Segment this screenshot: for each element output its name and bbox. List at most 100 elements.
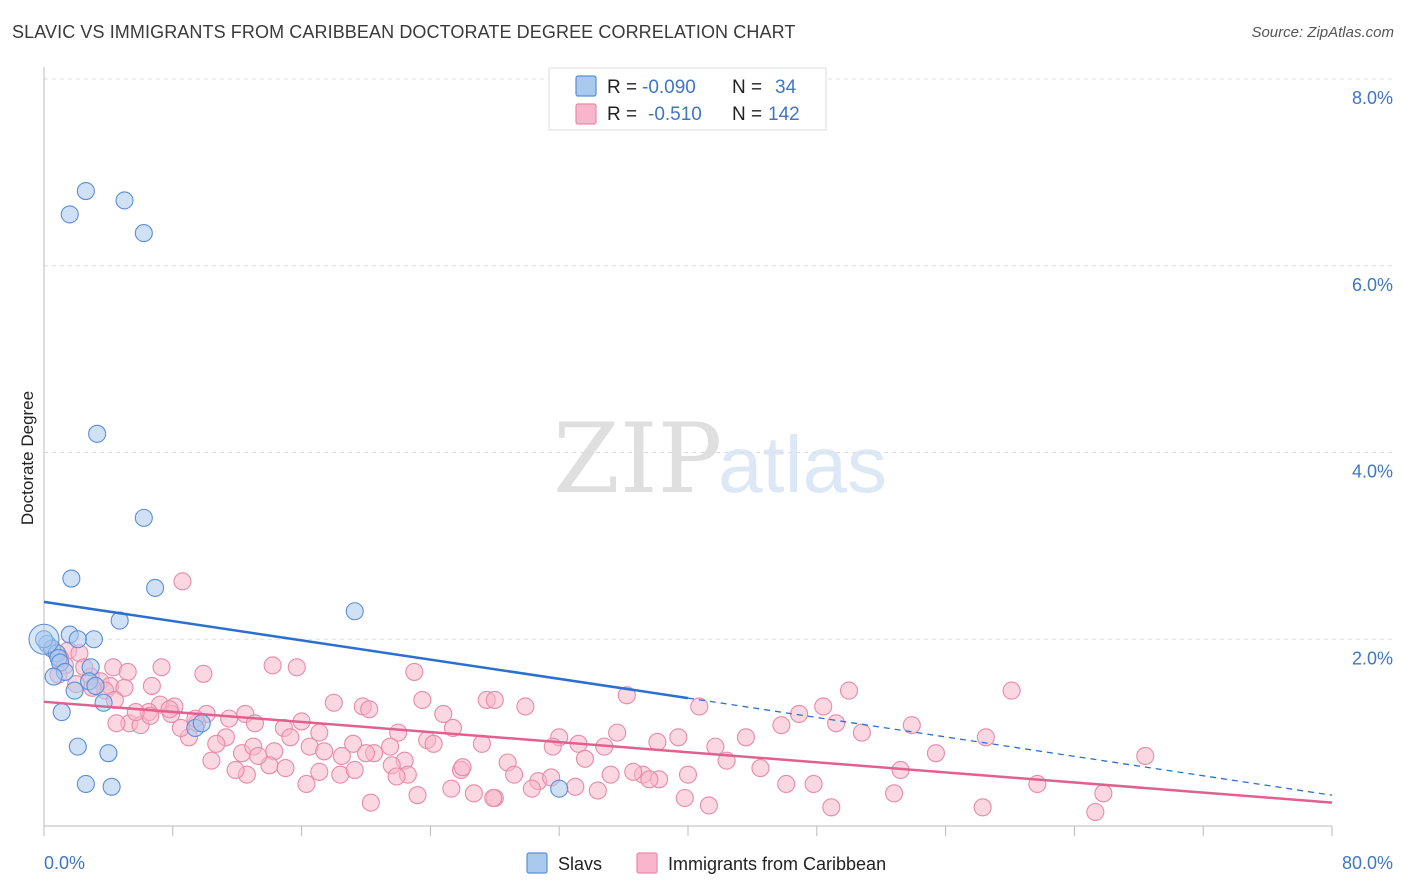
caribbean-point-52: [736, 728, 756, 747]
series-legend: Slavs Immigrants from Caribbean: [526, 852, 886, 874]
caribbean-point-99: [356, 744, 376, 763]
x-tick-label-max: 80.0%: [1342, 853, 1393, 873]
caribbean-point-82: [472, 734, 491, 753]
caribbean-point-54: [790, 704, 809, 724]
caribbean-point-10: [287, 658, 306, 677]
slavs-point-33: [34, 630, 54, 649]
caribbean-point-46: [608, 723, 627, 742]
caribbean-point-56: [827, 714, 846, 733]
stats-legend-r-label-slavs: R =: [607, 77, 637, 98]
caribbean-point-38: [434, 704, 453, 724]
caribbean-point-41: [485, 690, 504, 709]
caribbean-point-73: [315, 742, 334, 761]
stats-legend-n-label-caribbean: N =: [732, 104, 762, 125]
y-tick-label-6: 6.0%: [1352, 275, 1393, 295]
series-legend-label-caribbean: Immigrants from Caribbean: [668, 854, 886, 874]
stats-legend-n-value-slavs: 34: [775, 77, 797, 98]
slavs-point-23: [65, 681, 84, 700]
trend-lines: [43, 600, 1333, 804]
slavs-point-29: [99, 744, 118, 763]
caribbean-point-62: [976, 728, 995, 747]
caribbean-point-128: [226, 760, 245, 780]
caribbean-point-94: [804, 774, 823, 794]
watermark: ZIP atlas: [553, 403, 887, 515]
stats-legend-n-value-caribbean: 142: [768, 104, 800, 125]
slavs-point-32: [550, 779, 569, 798]
y-tick-label-2: 2.0%: [1352, 648, 1393, 668]
trend-line-slavs-extension: [687, 697, 1333, 796]
caribbean-point-15: [115, 678, 134, 697]
watermark-zip: ZIP: [553, 403, 722, 515]
caribbean-point-42: [516, 697, 535, 716]
caribbean-point-109: [588, 781, 607, 800]
caribbean-point-24: [220, 709, 239, 728]
caribbean-point-90: [678, 765, 698, 784]
gridlines: [44, 78, 1393, 640]
caribbean-point-87: [601, 765, 620, 784]
slavs-point-8: [345, 602, 364, 621]
caribbean-point-105: [505, 765, 524, 784]
stats-legend-swatch-caribbean: [575, 103, 597, 125]
caribbean-point-7: [152, 658, 171, 677]
caribbean-point-127: [276, 759, 295, 778]
caribbean-point-92: [751, 759, 770, 778]
chart-title: SLAVIC VS IMMIGRANTS FROM CARIBBEAN DOCT…: [12, 22, 796, 42]
stats-legend-n-label-slavs: N =: [732, 77, 762, 98]
caribbean-point-58: [852, 723, 871, 742]
caribbean-point-93: [777, 774, 796, 794]
caribbean-point-116: [973, 798, 992, 817]
caribbean-point-106: [522, 779, 541, 798]
caribbean-point-135: [126, 703, 145, 722]
caribbean-point-11: [405, 662, 424, 681]
caribbean-point-86: [575, 749, 595, 768]
stats-legend-r-value-slavs: -0.090: [642, 77, 696, 98]
series-slavs-points: [28, 182, 569, 798]
trend-line-caribbean: [43, 700, 1333, 804]
caribbean-point-108: [566, 777, 585, 796]
caribbean-point-66: [202, 751, 221, 770]
caribbean-point-114: [822, 798, 841, 817]
caribbean-point-71: [281, 728, 300, 747]
stats-legend-swatch-slavs: [575, 75, 597, 97]
caribbean-point-50: [690, 697, 709, 716]
slavs-point-22: [86, 676, 105, 695]
caribbean-point-124: [310, 762, 329, 781]
stats-legend: R = -0.090 N = 34 R = -0.510 N = 142: [548, 67, 827, 131]
caribbean-point-123: [453, 758, 472, 777]
caribbean-point-74: [332, 746, 351, 766]
slavs-point-0: [76, 182, 95, 201]
series-legend-swatch-slavs: [526, 852, 548, 874]
slavs-point-31: [102, 777, 121, 796]
slavs-point-28: [68, 737, 87, 756]
caribbean-point-75: [344, 734, 363, 753]
caribbean-point-136: [107, 714, 126, 733]
y-axis-title: Doctorate Degree: [18, 391, 37, 525]
caribbean-point-57: [839, 681, 859, 700]
y-axis-tick-labels: 2.0% 4.0% 6.0% 8.0%: [1352, 88, 1393, 668]
caribbean-point-33: [324, 693, 343, 712]
stats-legend-r-label-caribbean: R =: [607, 104, 637, 125]
caribbean-point-112: [675, 788, 694, 808]
caribbean-point-8: [194, 664, 213, 683]
caribbean-point-120: [361, 793, 380, 812]
caribbean-point-64: [1136, 746, 1155, 766]
caribbean-point-53: [772, 716, 791, 735]
caribbean-point-121: [484, 788, 503, 808]
slavs-point-30: [76, 774, 95, 794]
caribbean-point-113: [699, 796, 718, 815]
caribbean-point-118: [1086, 802, 1105, 822]
x-axis-ticks: [43, 826, 1333, 836]
caribbean-point-119: [1094, 784, 1113, 803]
slavs-point-1: [115, 191, 134, 210]
caribbean-point-47: [617, 686, 636, 705]
caribbean-point-130: [207, 734, 226, 753]
y-tick-label-4: 4.0%: [1352, 462, 1393, 482]
slavs-point-5: [134, 508, 153, 527]
caribbean-point-63: [1002, 681, 1021, 700]
caribbean-point-102: [442, 779, 461, 798]
x-tick-label-min: 0.0%: [44, 853, 85, 873]
slavs-point-20: [44, 667, 63, 686]
caribbean-point-103: [464, 784, 483, 803]
caribbean-point-39: [443, 718, 462, 738]
watermark-atlas: atlas: [718, 420, 887, 509]
